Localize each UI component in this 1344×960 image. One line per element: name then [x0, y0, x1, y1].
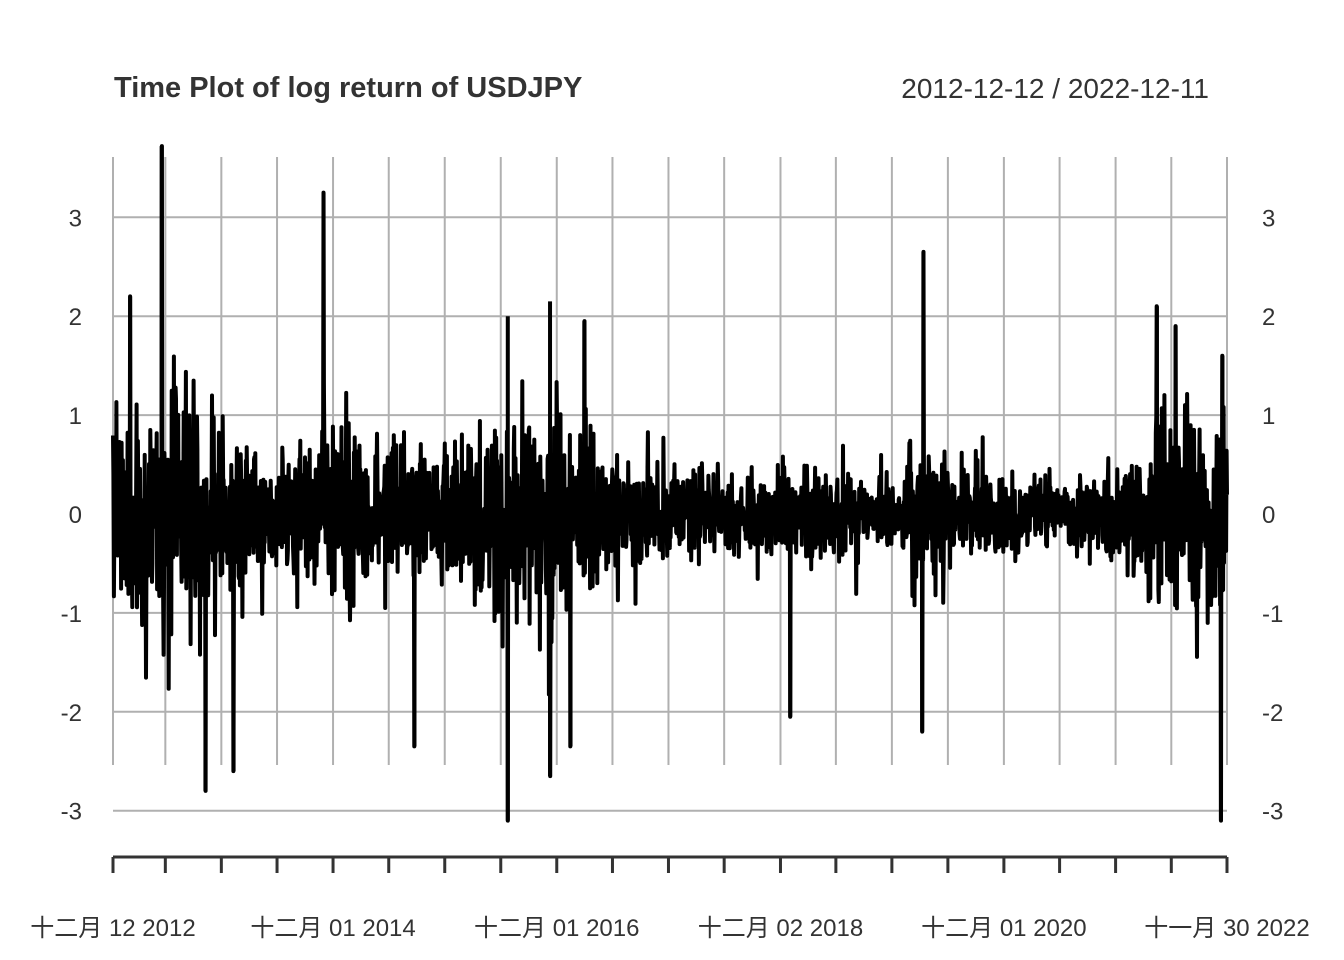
- chart-date-range: 2012-12-12 / 2022-12-11: [901, 73, 1209, 104]
- x-tick-label: 十二月 02 2018: [698, 915, 863, 942]
- y-tick-label-right: -2: [1262, 700, 1283, 727]
- series-layer: [111, 144, 1229, 823]
- y-tick-label-right: 1: [1262, 403, 1275, 430]
- x-tick-label: 十二月 12 2012: [30, 915, 195, 942]
- y-tick-label-left: -2: [61, 700, 82, 727]
- axis-layer: -3 -3 -2 -2 -1 -1 0 0 1 1 2 2 3 3 十二月 12 2012 十二月 01 20…: [30, 205, 1309, 942]
- y-tick-label-left: -3: [61, 799, 82, 826]
- x-tick-label: 十二月 01 2016: [474, 915, 639, 942]
- y-tick-label-left: 3: [69, 205, 82, 232]
- y-tick-label-left: 2: [69, 304, 82, 331]
- series-line-log-return: [111, 144, 1229, 823]
- y-tick-label-left: -1: [61, 601, 82, 628]
- y-tick-label-right: 3: [1262, 205, 1275, 232]
- chart-title: Time Plot of log return of USDJPY: [114, 72, 582, 104]
- x-tick-label: 十二月 01 2020: [921, 915, 1086, 942]
- x-tick-label: 十二月 01 2014: [250, 915, 415, 942]
- y-tick-label-right: -1: [1262, 601, 1283, 628]
- y-tick-label-right: 0: [1262, 502, 1275, 529]
- y-tick-label-right: -3: [1262, 799, 1283, 826]
- y-tick-label-left: 0: [69, 502, 82, 529]
- x-tick-label: 十一月 30 2022: [1144, 915, 1309, 942]
- y-tick-label-left: 1: [69, 403, 82, 430]
- y-tick-label-right: 2: [1262, 304, 1275, 331]
